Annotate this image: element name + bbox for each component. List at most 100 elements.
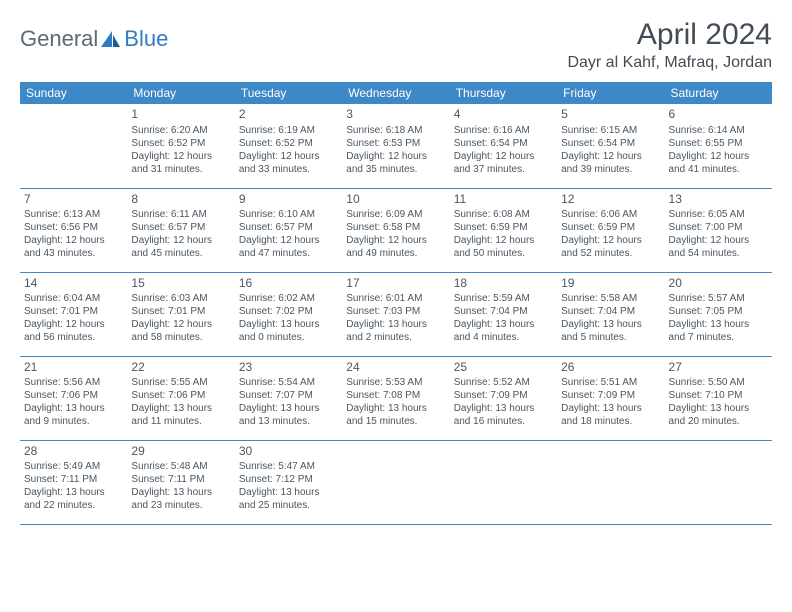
sunset-text: Sunset: 7:05 PM bbox=[669, 305, 768, 318]
sunrise-text: Sunrise: 6:15 AM bbox=[561, 124, 660, 137]
daylight-text: Daylight: 12 hours bbox=[346, 234, 445, 247]
day-number: 11 bbox=[454, 192, 553, 208]
calendar-week-row: 14Sunrise: 6:04 AMSunset: 7:01 PMDayligh… bbox=[20, 272, 772, 356]
calendar-day-cell: 19Sunrise: 5:58 AMSunset: 7:04 PMDayligh… bbox=[557, 272, 664, 356]
daylight-text: Daylight: 12 hours bbox=[454, 234, 553, 247]
day-number: 5 bbox=[561, 107, 660, 123]
title-block: April 2024 Dayr al Kahf, Mafraq, Jordan bbox=[567, 18, 772, 72]
day-number: 25 bbox=[454, 360, 553, 376]
sunrise-text: Sunrise: 6:02 AM bbox=[239, 292, 338, 305]
sunset-text: Sunset: 7:08 PM bbox=[346, 389, 445, 402]
sunset-text: Sunset: 6:59 PM bbox=[561, 221, 660, 234]
sunset-text: Sunset: 6:56 PM bbox=[24, 221, 123, 234]
calendar-day-cell: 17Sunrise: 6:01 AMSunset: 7:03 PMDayligh… bbox=[342, 272, 449, 356]
calendar-table: Sunday Monday Tuesday Wednesday Thursday… bbox=[20, 82, 772, 525]
daylight-text: and 33 minutes. bbox=[239, 163, 338, 176]
logo-text-blue: Blue bbox=[124, 26, 168, 52]
calendar-day-cell: 3Sunrise: 6:18 AMSunset: 6:53 PMDaylight… bbox=[342, 104, 449, 188]
sunrise-text: Sunrise: 6:04 AM bbox=[24, 292, 123, 305]
sunrise-text: Sunrise: 5:57 AM bbox=[669, 292, 768, 305]
day-number: 16 bbox=[239, 276, 338, 292]
calendar-day-cell: 23Sunrise: 5:54 AMSunset: 7:07 PMDayligh… bbox=[235, 356, 342, 440]
calendar-day-cell: 30Sunrise: 5:47 AMSunset: 7:12 PMDayligh… bbox=[235, 440, 342, 524]
sunrise-text: Sunrise: 5:52 AM bbox=[454, 376, 553, 389]
calendar-day-cell: 29Sunrise: 5:48 AMSunset: 7:11 PMDayligh… bbox=[127, 440, 234, 524]
sunrise-text: Sunrise: 5:54 AM bbox=[239, 376, 338, 389]
day-number: 15 bbox=[131, 276, 230, 292]
sunrise-text: Sunrise: 5:56 AM bbox=[24, 376, 123, 389]
weekday-header: Monday bbox=[127, 82, 234, 104]
calendar-week-row: 7Sunrise: 6:13 AMSunset: 6:56 PM Daylight… bbox=[20, 188, 772, 272]
daylight-text: and 18 minutes. bbox=[561, 415, 660, 428]
day-number: 10 bbox=[346, 192, 445, 208]
daylight-text: and 0 minutes. bbox=[239, 331, 338, 344]
daylight-text: Daylight: 12 hours bbox=[131, 318, 230, 331]
calendar-week-row: 1Sunrise: 6:20 AMSunset: 6:52 PMDaylight… bbox=[20, 104, 772, 188]
sunrise-text: Sunrise: 6:20 AM bbox=[131, 124, 230, 137]
day-number: 7 bbox=[24, 192, 123, 208]
daylight-text: and 7 minutes. bbox=[669, 331, 768, 344]
day-number: 27 bbox=[669, 360, 768, 376]
day-number: 30 bbox=[239, 444, 338, 460]
daylight-text: Daylight: 13 hours bbox=[239, 318, 338, 331]
sunrise-text: Sunrise: 6:18 AM bbox=[346, 124, 445, 137]
calendar-day-cell: 28Sunrise: 5:49 AMSunset: 7:11 PMDayligh… bbox=[20, 440, 127, 524]
sunset-text: Sunset: 6:55 PM bbox=[669, 137, 768, 150]
sunset-text: Sunset: 7:01 PM bbox=[131, 305, 230, 318]
day-number: 4 bbox=[454, 107, 553, 123]
calendar-day-cell: 21Sunrise: 5:56 AMSunset: 7:06 PMDayligh… bbox=[20, 356, 127, 440]
location: Dayr al Kahf, Mafraq, Jordan bbox=[567, 54, 772, 72]
header: General Blue April 2024 Dayr al Kahf, Ma… bbox=[20, 18, 772, 72]
sunrise-text: Sunrise: 5:55 AM bbox=[131, 376, 230, 389]
calendar-day-cell bbox=[20, 104, 127, 188]
calendar-day-cell: 14Sunrise: 6:04 AMSunset: 7:01 PMDayligh… bbox=[20, 272, 127, 356]
daylight-text: Daylight: 12 hours bbox=[24, 318, 123, 331]
sunset-text: Sunset: 7:09 PM bbox=[454, 389, 553, 402]
day-number: 26 bbox=[561, 360, 660, 376]
daylight-text: and 45 minutes. bbox=[131, 247, 230, 260]
calendar-day-cell: 24Sunrise: 5:53 AMSunset: 7:08 PMDayligh… bbox=[342, 356, 449, 440]
logo: General Blue bbox=[20, 18, 168, 52]
sunrise-text: Sunrise: 6:10 AM bbox=[239, 208, 338, 221]
daylight-text: and 41 minutes. bbox=[669, 163, 768, 176]
daylight-text: and 47 minutes. bbox=[239, 247, 338, 260]
sunrise-text: Sunrise: 5:59 AM bbox=[454, 292, 553, 305]
daylight-text: Daylight: 12 hours bbox=[669, 150, 768, 163]
sunset-text: Sunset: 6:54 PM bbox=[454, 137, 553, 150]
daylight-text: and 22 minutes. bbox=[24, 499, 123, 512]
sunset-text: Sunset: 7:11 PM bbox=[24, 473, 123, 486]
sunset-text: Sunset: 6:59 PM bbox=[454, 221, 553, 234]
calendar-day-cell: 16Sunrise: 6:02 AMSunset: 7:02 PMDayligh… bbox=[235, 272, 342, 356]
weekday-header: Sunday bbox=[20, 82, 127, 104]
sunrise-text: Sunrise: 5:48 AM bbox=[131, 460, 230, 473]
sunrise-text: Sunrise: 5:51 AM bbox=[561, 376, 660, 389]
sunrise-text: Sunrise: 6:05 AM bbox=[669, 208, 768, 221]
calendar-day-cell: 6Sunrise: 6:14 AMSunset: 6:55 PMDaylight… bbox=[665, 104, 772, 188]
day-number: 23 bbox=[239, 360, 338, 376]
calendar-day-cell: 8Sunrise: 6:11 AMSunset: 6:57 PMDaylight… bbox=[127, 188, 234, 272]
daylight-text: Daylight: 13 hours bbox=[131, 486, 230, 499]
sunset-text: Sunset: 7:10 PM bbox=[669, 389, 768, 402]
weekday-header: Friday bbox=[557, 82, 664, 104]
daylight-text: Daylight: 13 hours bbox=[24, 402, 123, 415]
sunrise-text: Sunrise: 6:13 AM bbox=[24, 208, 123, 221]
day-number: 19 bbox=[561, 276, 660, 292]
daylight-text: and 4 minutes. bbox=[454, 331, 553, 344]
weekday-header: Saturday bbox=[665, 82, 772, 104]
day-number: 17 bbox=[346, 276, 445, 292]
sunrise-text: Sunrise: 5:50 AM bbox=[669, 376, 768, 389]
calendar-week-row: 21Sunrise: 5:56 AMSunset: 7:06 PMDayligh… bbox=[20, 356, 772, 440]
daylight-text: and 13 minutes. bbox=[239, 415, 338, 428]
sunset-text: Sunset: 6:53 PM bbox=[346, 137, 445, 150]
day-number: 13 bbox=[669, 192, 768, 208]
daylight-text: and 5 minutes. bbox=[561, 331, 660, 344]
daylight-text: and 37 minutes. bbox=[454, 163, 553, 176]
calendar-day-cell: 18Sunrise: 5:59 AMSunset: 7:04 PMDayligh… bbox=[450, 272, 557, 356]
daylight-text: Daylight: 13 hours bbox=[561, 318, 660, 331]
sunrise-text: Sunrise: 6:19 AM bbox=[239, 124, 338, 137]
sunset-text: Sunset: 6:54 PM bbox=[561, 137, 660, 150]
sunset-text: Sunset: 7:01 PM bbox=[24, 305, 123, 318]
page-title: April 2024 bbox=[567, 18, 772, 52]
calendar-day-cell: 12Sunrise: 6:06 AMSunset: 6:59 PMDayligh… bbox=[557, 188, 664, 272]
daylight-text: Daylight: 13 hours bbox=[669, 318, 768, 331]
